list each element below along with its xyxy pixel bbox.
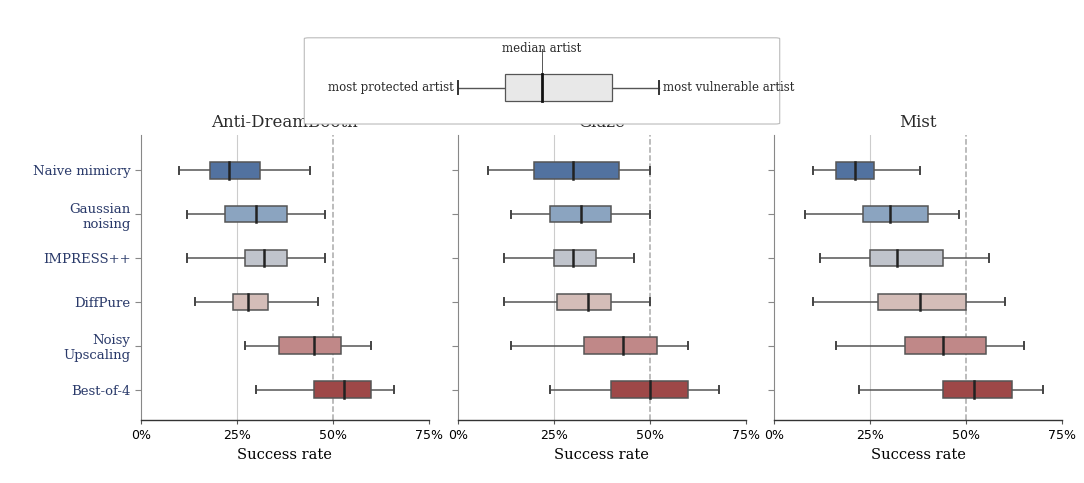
Bar <box>611 381 688 398</box>
Bar <box>233 294 268 310</box>
FancyBboxPatch shape <box>305 38 779 124</box>
Bar <box>905 337 985 354</box>
Bar <box>210 162 260 179</box>
Title: Anti-DreamBooth: Anti-DreamBooth <box>211 114 359 131</box>
Bar <box>584 337 657 354</box>
Bar <box>534 162 619 179</box>
Bar <box>280 337 340 354</box>
X-axis label: Success rate: Success rate <box>237 448 333 462</box>
Bar <box>505 74 611 101</box>
Bar <box>557 294 611 310</box>
X-axis label: Success rate: Success rate <box>554 448 649 462</box>
Text: most vulnerable artist: most vulnerable artist <box>663 81 795 94</box>
Bar <box>836 162 874 179</box>
Title: Glaze: Glaze <box>578 114 625 131</box>
Bar <box>245 250 287 266</box>
Bar <box>550 206 611 223</box>
X-axis label: Success rate: Success rate <box>870 448 966 462</box>
Text: most protected artist: most protected artist <box>327 81 453 94</box>
Bar <box>878 294 966 310</box>
Bar <box>225 206 287 223</box>
Bar <box>554 250 596 266</box>
Title: Mist: Mist <box>900 114 937 131</box>
Text: median artist: median artist <box>502 42 582 55</box>
Bar <box>313 381 371 398</box>
Bar <box>943 381 1012 398</box>
Bar <box>870 250 943 266</box>
Bar <box>863 206 928 223</box>
